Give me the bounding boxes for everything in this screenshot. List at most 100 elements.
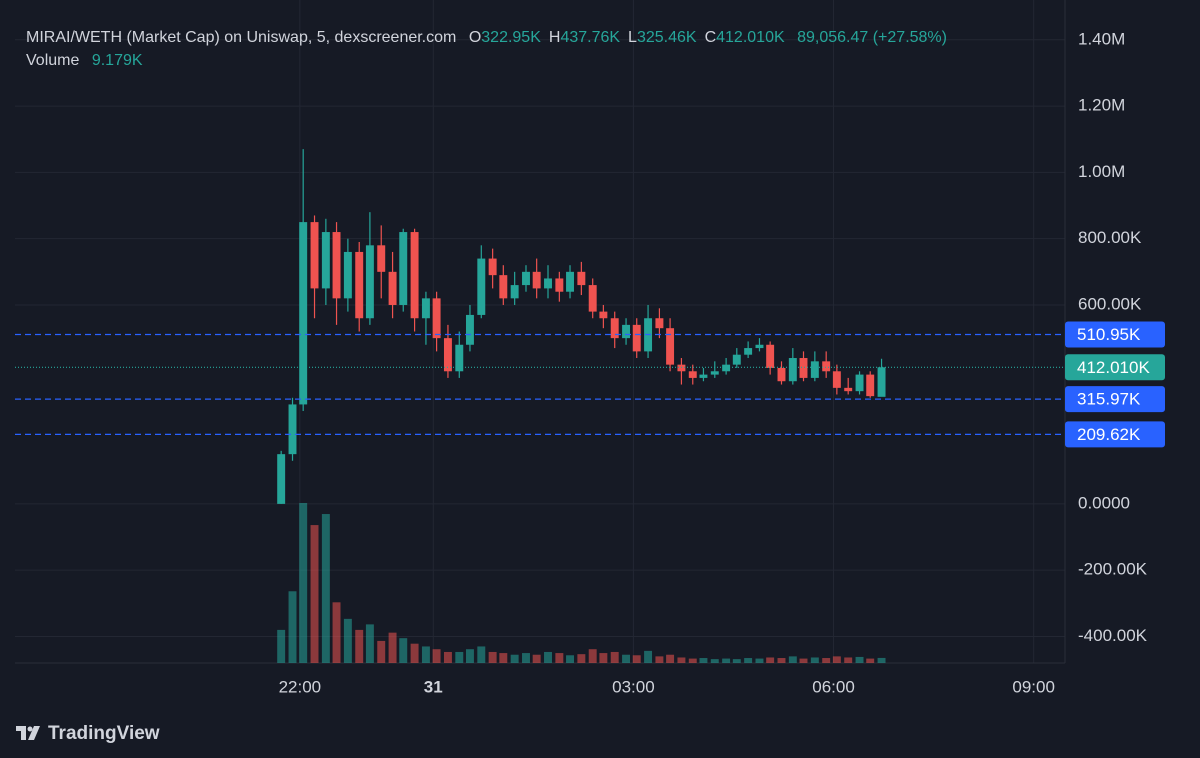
header-row: MIRAI/WETH (Market Cap) on Uniswap, 5, d… [26,26,947,49]
symbol-title: MIRAI/WETH (Market Cap) on Uniswap, 5, d… [26,29,457,46]
candle-body [277,454,286,504]
volume-bar [465,649,474,663]
price-label-box [1065,321,1165,348]
candle-body [666,328,675,365]
volume-bar [310,525,319,663]
candle-body [655,318,664,329]
candle-body [321,232,330,289]
candle-body [688,371,697,378]
candle-body [288,404,297,455]
candle-body [388,271,397,305]
volume-bar [288,591,297,663]
ohlc-value: 437.76K [560,29,621,46]
volume-bar [688,658,697,663]
y-tick-label: 0.0000 [1078,493,1130,512]
candle-body [410,232,419,319]
candle-body [877,367,886,397]
volume-bar [877,657,886,663]
grid [15,0,1065,663]
volume-bar [277,629,286,663]
y-tick-label: -200.00K [1078,560,1148,579]
volume-bar [477,646,486,663]
candle-body [499,275,508,299]
ohlc-key: L [628,29,637,46]
price-label-box [1065,354,1165,381]
candle-body [799,358,808,378]
candle-body [744,348,753,355]
candle-body [777,367,786,382]
volume-bar [443,651,452,663]
candle-body [722,364,731,372]
candle-body [455,344,464,372]
legend-header: MIRAI/WETH (Market Cap) on Uniswap, 5, d… [26,26,947,72]
volume-bar [522,653,530,663]
y-tick-label: 1.40M [1078,29,1125,48]
y-tick-label: 1.00M [1078,162,1125,181]
volume-bar [788,656,797,663]
candle-body [510,285,519,299]
volume-bar [377,640,386,663]
price-label-box [1065,386,1165,413]
volume-row: Volume 9.179K [26,49,947,72]
candle-body [477,258,486,315]
candle-body [832,371,841,388]
candle-body [488,258,497,276]
candle-body [610,318,619,339]
volume-bar [510,654,519,663]
candle-body [855,374,864,392]
tradingview-logo [16,726,40,740]
candle-body [377,245,386,272]
volume-bar [566,655,574,663]
candle-body [432,298,441,339]
volume-bar [555,653,564,663]
volume-bar [544,651,552,663]
x-tick-label: 06:00 [812,677,855,696]
price-label: 315.97K [1077,390,1141,409]
volume-bar [355,629,364,663]
volume-bar [599,653,608,663]
y-tick-label: -400.00K [1078,626,1148,645]
volume-bar [588,649,597,663]
candle-body [310,222,319,289]
ohlc-value: 325.46K [636,29,697,46]
volume-value: 9.179K [91,52,143,69]
ohlc-key: C [704,29,717,46]
candle-body [599,311,608,319]
candle-body [632,324,641,352]
volume-label: Volume [26,52,80,69]
volume-bar [488,651,497,663]
candle-body [443,338,452,372]
volume-bar [866,658,875,663]
candle-body [299,222,308,405]
candle-body [577,271,586,286]
x-tick-label: 09:00 [1012,677,1055,696]
volume-bar [410,643,419,663]
volume-bar [855,656,864,663]
volume-bar [577,654,586,663]
candle-body [677,364,686,372]
y-tick-label: 600.00K [1078,294,1142,313]
candle-body [788,358,797,382]
volume-bar [799,658,808,663]
candle-body [555,278,564,292]
candle-body [465,314,474,345]
candle-body [766,344,775,368]
candle-body [866,374,875,397]
volume-bar [732,659,741,663]
volume-bar [332,602,341,663]
volume-bar [710,659,719,663]
volume-bar [832,656,841,663]
ohlc: O322.95K H437.76K L325.46K C412.010K [461,29,785,46]
ohlc-value: 412.010K [716,29,785,46]
volume-bar [399,638,408,663]
volume-bar [655,656,664,663]
price-label-box [1065,421,1165,448]
volume-bar [321,514,330,663]
volume-bar [388,632,397,663]
volume-bar [666,654,675,663]
ohlc-key: H [548,29,561,46]
ohlc-value: 322.95K [481,29,541,46]
volume-bar [632,655,641,663]
